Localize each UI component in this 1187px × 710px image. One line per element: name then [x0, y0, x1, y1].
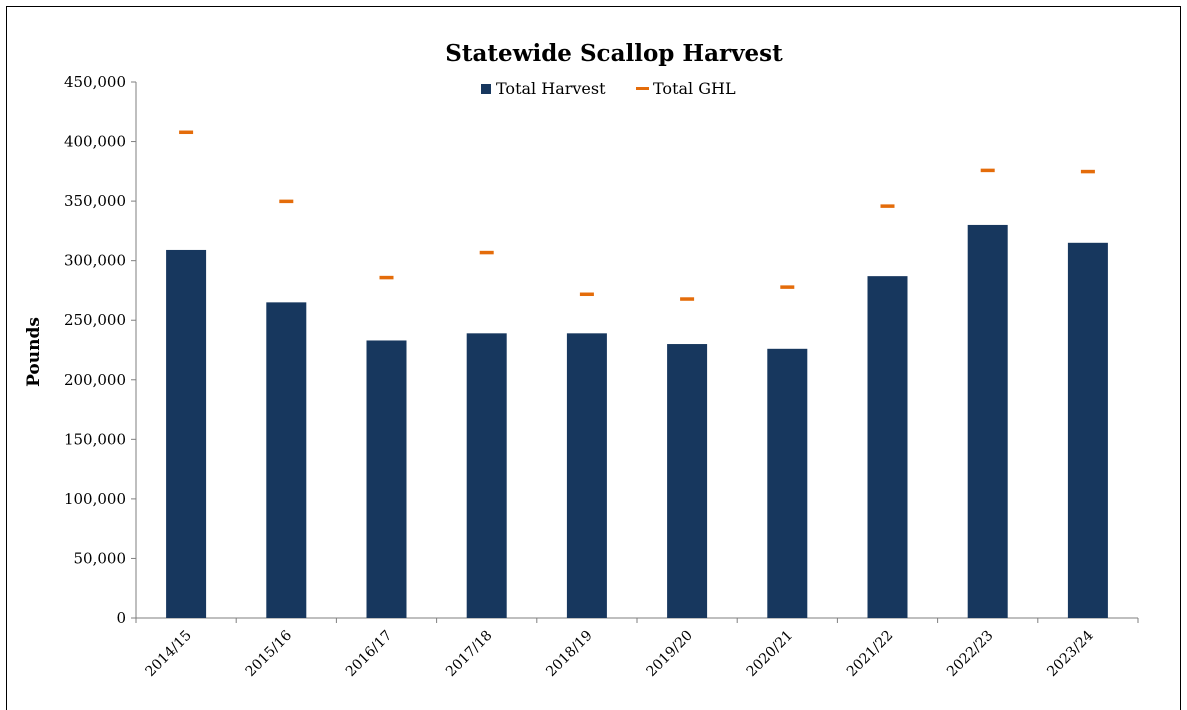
harvest-bar: [967, 224, 1008, 618]
y-tick-label: 250,000: [64, 311, 126, 329]
chart-title: Statewide Scallop Harvest: [445, 40, 783, 67]
y-tick-label: 100,000: [64, 490, 126, 508]
y-tick-label: 450,000: [64, 73, 126, 91]
y-tick-label: 200,000: [64, 371, 126, 389]
ghl-marker: [279, 199, 294, 204]
harvest-bar: [566, 333, 607, 618]
ghl-marker: [880, 204, 895, 208]
y-tick-label: 350,000: [64, 192, 126, 210]
ghl-marker: [379, 275, 394, 280]
x-tick-label: 2014/15: [142, 628, 194, 680]
harvest-bar: [466, 333, 507, 618]
x-tick-label: 2018/19: [543, 628, 595, 680]
ghl-marker: [680, 297, 695, 301]
legend-swatch-total-harvest: [481, 84, 491, 94]
ghl-marker: [479, 250, 494, 255]
y-tick-label: 400,000: [64, 133, 126, 151]
x-tick-label: 2023/24: [1044, 627, 1097, 680]
harvest-bar: [266, 302, 307, 618]
harvest-bar: [867, 276, 908, 618]
harvest-bar: [667, 344, 708, 618]
ghl-marker: [1080, 169, 1095, 174]
y-tick-label: 0: [116, 609, 126, 627]
x-tick-label: 2022/23: [944, 628, 996, 680]
ghl-marker: [780, 285, 795, 289]
legend-swatch-total-ghl: [636, 87, 649, 90]
harvest-bar: [1067, 242, 1108, 619]
legend-label-total-ghl: Total GHL: [653, 79, 736, 98]
x-tick-label: 2016/17: [343, 628, 395, 680]
ghl-marker: [980, 168, 995, 173]
harvest-bar: [166, 249, 207, 619]
legend: Total Harvest Total GHL: [481, 79, 736, 98]
x-tick-label: 2021/22: [844, 628, 896, 680]
ghl-marker: [179, 130, 194, 135]
harvest-bar: [366, 340, 407, 618]
x-tick-label: 2017/18: [443, 628, 495, 680]
harvest-bar: [767, 348, 808, 618]
x-tick-label: 2020/21: [744, 628, 796, 680]
ghl-marker: [579, 292, 594, 297]
plot-area: 0 50,000 100,000 150,000 200,000 250,000 300,0…: [64, 73, 1139, 680]
y-tick-label: 150,000: [64, 430, 126, 448]
x-tick-label: 2015/16: [243, 627, 296, 680]
x-tick-label: 2019/20: [643, 628, 695, 680]
y-tick-label: 300,000: [64, 252, 126, 270]
y-axis-label: Pounds: [24, 317, 44, 387]
legend-label-total-harvest: Total Harvest: [496, 79, 606, 98]
y-tick-label: 50,000: [74, 549, 127, 567]
